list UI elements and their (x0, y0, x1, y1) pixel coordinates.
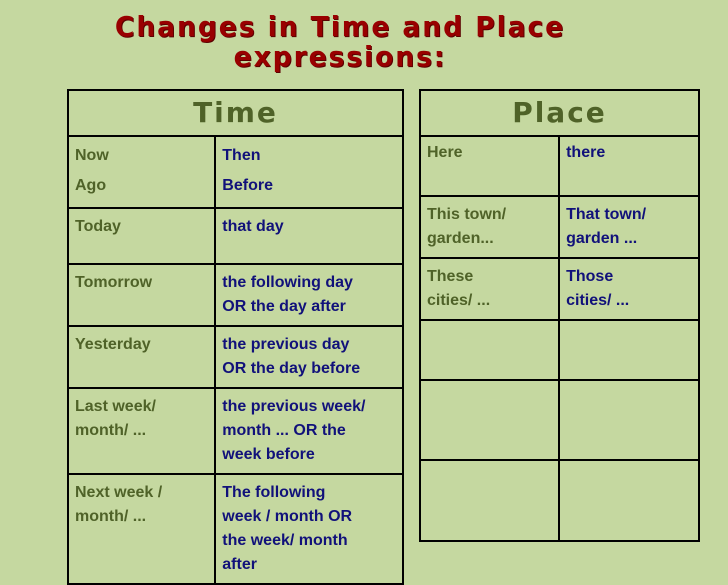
cell-line: the previous day (222, 336, 350, 353)
changed-cell: the following day OR the day after (214, 263, 404, 327)
table-row: Now Ago Then Before (66, 135, 404, 209)
table-row (418, 459, 700, 542)
cell-line: cities/ ... (427, 292, 491, 309)
cell-line: the week/ month (222, 532, 348, 549)
cell-line: Tomorrow (75, 274, 153, 291)
cell-line: Here (427, 144, 463, 161)
cell-line: there (566, 144, 606, 161)
cell-line: Now (75, 147, 109, 164)
cell-line: These (427, 268, 474, 285)
original-cell: Here (418, 135, 561, 197)
cell-line: Yesterday (75, 336, 151, 353)
cell-line: Ago (75, 177, 107, 194)
cell-line: month/ ... (75, 508, 147, 525)
changed-cell: there (558, 135, 700, 197)
changed-cell: the previous day OR the day before (214, 325, 404, 389)
cell-line: after (222, 556, 257, 573)
cell-line: that day (222, 218, 284, 235)
original-cell (418, 319, 561, 381)
cell-line: the previous week/ (222, 398, 366, 415)
table-row: These cities/ ... Those cities/ ... (418, 257, 700, 321)
cell-line: cities/ ... (566, 292, 630, 309)
cell-line: garden ... (566, 230, 638, 247)
cell-line: week / month OR (222, 508, 353, 525)
table-row: Next week / month/ ... The following week /… (66, 473, 404, 585)
original-cell: This town/garden... (418, 195, 561, 259)
table-row: Yesterday the previous day OR the day befo… (66, 325, 404, 389)
cell-line: That town/ (566, 206, 647, 223)
place-table: Place Here there This town/garden... That t… (418, 89, 700, 542)
original-cell: Tomorrow (66, 263, 217, 327)
changed-cell: the previous week/month ... OR the week b… (214, 387, 404, 475)
changed-cell: Then Before (214, 135, 404, 209)
title-line-2: expressions: (233, 40, 447, 73)
cell-line: month ... OR the (222, 422, 346, 439)
changed-cell: that day (214, 207, 404, 265)
cell-line: The following (222, 484, 326, 501)
original-cell: These cities/ ... (418, 257, 561, 321)
place-header: Place (419, 89, 700, 137)
original-cell: Yesterday (66, 325, 217, 389)
cell-line: the following day (222, 274, 353, 291)
cell-line: This town/ (427, 206, 507, 223)
table-row (418, 379, 700, 461)
cell-line: week before (222, 446, 315, 463)
cell-line: garden... (427, 230, 494, 247)
changed-cell (558, 379, 700, 461)
cell-line: Today (75, 218, 121, 235)
changed-cell (558, 319, 700, 381)
original-cell: Now Ago (66, 135, 217, 209)
original-cell: Last week/month/ ... (66, 387, 217, 475)
cell-line: OR the day before (222, 360, 361, 377)
original-cell (418, 379, 561, 461)
time-header: Time (67, 89, 404, 137)
cell-line: Next week / (75, 484, 163, 501)
cell-line: OR the day after (222, 298, 346, 315)
changed-cell: The following week / month OR the week/ mo… (214, 473, 404, 585)
cell-line: Before (222, 177, 273, 194)
time-table: Time Now Ago Then Before Today that day Tomorr… (66, 89, 404, 585)
original-cell: Next week / month/ ... (66, 473, 217, 585)
cell-line: month/ ... (75, 422, 147, 439)
original-cell: Today (66, 207, 217, 265)
table-row (418, 319, 700, 381)
cell-line: Those (566, 268, 614, 285)
title-line-1: Changes in Time and Place (114, 10, 566, 43)
changed-cell: Those cities/ ... (558, 257, 700, 321)
slide-title: Changes in Time and Place expressions: (74, 12, 606, 72)
changed-cell: That town/garden ... (558, 195, 700, 259)
table-row: Here there (418, 135, 700, 197)
table-row: Last week/month/ ... the previous week/mo… (66, 387, 404, 475)
table-row: This town/garden... That town/garden ... (418, 195, 700, 259)
table-row: Today that day (66, 207, 404, 265)
changed-cell (558, 459, 700, 542)
original-cell (418, 459, 561, 542)
table-row: Tomorrow the following day OR the day afte… (66, 263, 404, 327)
cell-line: Last week/ (75, 398, 156, 415)
cell-line: Then (222, 147, 261, 164)
